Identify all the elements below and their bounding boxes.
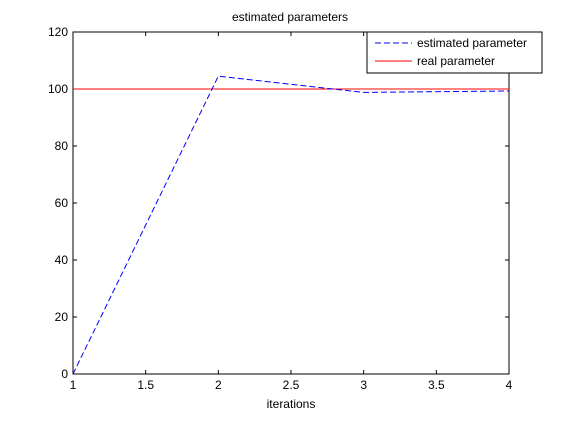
y-tick-label: 20 <box>55 310 69 324</box>
y-tick-label: 120 <box>48 25 68 39</box>
x-axis-ticks: 1 1.5 2 2.5 3 3.5 4 <box>70 32 513 392</box>
x-tick-label: 2.5 <box>283 378 300 392</box>
y-tick-label: 100 <box>48 82 68 96</box>
plot-area <box>72 31 510 375</box>
x-tick-label: 1.5 <box>137 378 154 392</box>
chart-title: estimated parameters <box>232 10 348 24</box>
legend-label-real-parameter: real parameter <box>417 54 495 68</box>
x-axis-label: iterations <box>267 397 316 411</box>
x-tick-label: 3 <box>360 378 367 392</box>
series-layer <box>72 75 510 375</box>
y-tick-label: 0 <box>61 367 68 381</box>
series-line-estimated-parameter <box>72 75 510 375</box>
y-tick-label: 40 <box>55 253 69 267</box>
legend: estimated parameter real parameter <box>366 31 543 74</box>
x-tick-label: 2 <box>215 378 222 392</box>
x-tick-label: 4 <box>506 378 513 392</box>
legend-box <box>366 31 543 74</box>
x-tick-label: 3.5 <box>428 378 445 392</box>
y-axis-ticks: 0 20 40 60 80 100 120 <box>48 25 509 381</box>
legend-label-estimated-parameter: estimated parameter <box>417 36 527 50</box>
x-tick-label: 1 <box>70 378 77 392</box>
y-tick-label: 60 <box>55 196 69 210</box>
y-tick-label: 80 <box>55 139 69 153</box>
